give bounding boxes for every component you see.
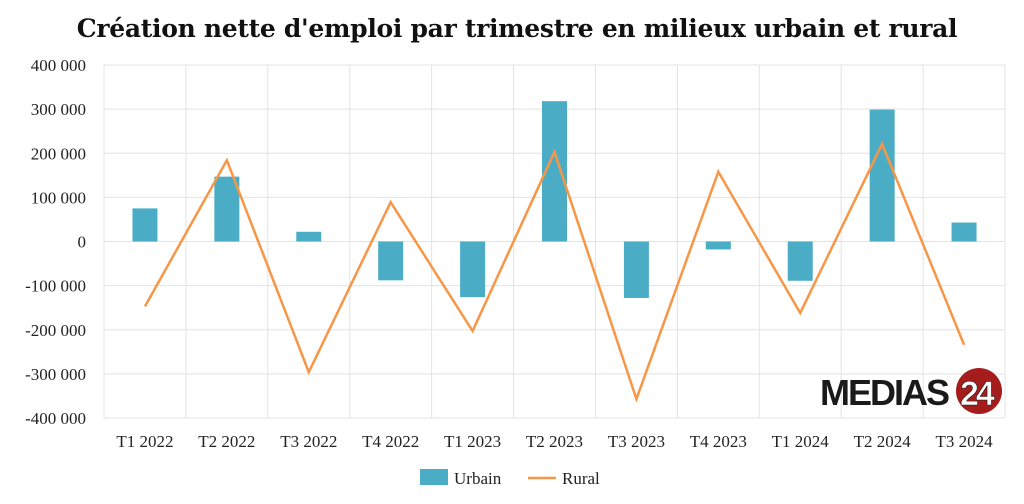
bar-urbain — [296, 231, 322, 242]
logo-number: 24 — [960, 375, 995, 413]
logo-circle — [956, 368, 1002, 414]
x-tick-label: T1 2023 — [444, 432, 501, 451]
bar-urbain — [705, 241, 731, 250]
bar-urbain — [951, 222, 977, 242]
y-tick-label: -400 000 — [25, 409, 86, 428]
chart-title: Création nette d'emploi par trimestre en… — [76, 14, 958, 43]
x-tick-label: T2 2022 — [198, 432, 255, 451]
bar-urbain — [869, 109, 895, 242]
legend-swatch-urbain — [420, 469, 448, 485]
y-tick-label: 300 000 — [31, 100, 86, 119]
bar-urbain — [214, 176, 240, 242]
y-tick-label: 200 000 — [31, 144, 86, 163]
x-tick-label: T1 2022 — [116, 432, 173, 451]
y-tick-label: -200 000 — [25, 321, 86, 340]
x-tick-label: T4 2022 — [362, 432, 419, 451]
y-tick-label: 0 — [78, 233, 87, 252]
x-tick-label: T2 2023 — [526, 432, 583, 451]
y-tick-label: -300 000 — [25, 365, 86, 384]
bar-urbain — [623, 241, 649, 298]
y-tick-label: 100 000 — [31, 188, 86, 207]
x-tick-label: T3 2022 — [280, 432, 337, 451]
bar-urbain — [787, 241, 813, 281]
bar-urbain — [132, 208, 158, 242]
bar-urbain — [460, 241, 486, 298]
legend-label-rural: Rural — [562, 469, 600, 488]
x-tick-label: T3 2024 — [935, 432, 993, 451]
x-tick-label: T4 2023 — [690, 432, 747, 451]
x-tick-label: T3 2023 — [608, 432, 665, 451]
y-tick-label: 400 000 — [31, 56, 86, 75]
bar-urbain — [378, 241, 404, 281]
x-tick-label: T2 2024 — [854, 432, 912, 451]
x-tick-label: T1 2024 — [772, 432, 830, 451]
legend-label-urbain: Urbain — [454, 469, 502, 488]
y-tick-label: -100 000 — [25, 277, 86, 296]
logo-text: MEDIAS — [820, 372, 949, 413]
